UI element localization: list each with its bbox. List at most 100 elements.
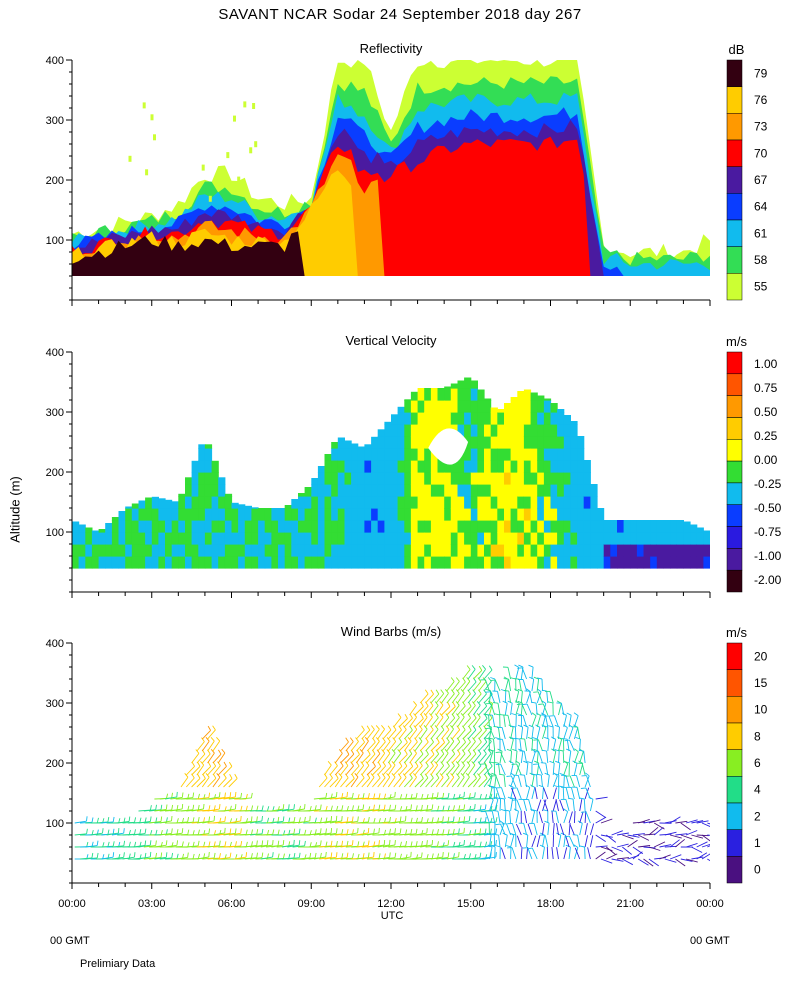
wind-barb (186, 845, 199, 848)
velocity-cell (357, 446, 365, 449)
y-tick-label: 300 (46, 115, 64, 127)
wind-barb-flag (562, 738, 568, 740)
velocity-cell (523, 436, 532, 449)
wind-barb-flag (320, 852, 322, 858)
velocity-cell (145, 544, 153, 557)
velocity-cell (410, 508, 419, 521)
wind-barb (111, 856, 124, 860)
wind-barb (521, 667, 528, 680)
y-tick-label: 100 (46, 235, 64, 247)
velocity-cell (244, 544, 252, 557)
wind-barb-flag (346, 840, 349, 846)
wind-barb-flag (487, 749, 492, 754)
wind-barb-flag (197, 840, 200, 846)
wind-barb-flag (452, 816, 455, 822)
wind-barb (565, 787, 570, 800)
wind-barb-flag (532, 737, 538, 740)
wind-barb-flag (123, 840, 126, 846)
velocity-cell (111, 517, 120, 521)
wind-barb-flag (373, 817, 376, 824)
wind-barb (377, 844, 390, 848)
wind-barb (510, 739, 514, 752)
velocity-cell (690, 556, 698, 569)
wind-barb-flag (330, 805, 333, 811)
wind-barb (212, 765, 221, 776)
velocity-cell (85, 556, 93, 569)
wind-barb (201, 730, 211, 740)
velocity-cell (317, 556, 326, 569)
wind-barb-flag (531, 712, 537, 717)
y-tick-label: 100 (46, 527, 64, 539)
velocity-cell (517, 472, 525, 485)
wind-barb (287, 844, 300, 848)
wind-barb (491, 811, 496, 824)
wind-barb-flag (86, 841, 89, 847)
wind-barb (638, 845, 651, 848)
velocity-cell (171, 520, 179, 533)
wind-barb (462, 844, 475, 848)
velocity-cell (304, 496, 312, 509)
wind-barb (164, 796, 177, 800)
wind-barb (545, 763, 549, 776)
velocity-cell (563, 508, 571, 521)
wind-barb (441, 765, 450, 776)
wind-barb-flag (250, 853, 253, 859)
wind-barb (506, 823, 512, 836)
wind-barb (552, 787, 557, 800)
velocity-cell (404, 532, 412, 545)
velocity-cell (364, 472, 372, 485)
velocity-cell (171, 508, 179, 521)
velocity-cell (424, 544, 432, 557)
velocity-cell (484, 398, 492, 401)
velocity-cell (464, 508, 472, 521)
wind-barb (441, 692, 449, 704)
wind-barb (611, 858, 624, 862)
wind-barb (522, 715, 528, 728)
wind-barb (523, 799, 528, 812)
velocity-cell (377, 496, 385, 509)
wind-barb-flag (366, 725, 371, 731)
wind-barb (435, 716, 444, 728)
velocity-cell (324, 544, 332, 557)
wind-barb (538, 751, 543, 764)
wind-barb (467, 717, 477, 728)
wind-barb-flag (202, 773, 206, 779)
velocity-cell (185, 556, 193, 569)
reflectivity-speckle (145, 169, 149, 176)
velocity-cell (490, 484, 498, 497)
wind-barb (441, 821, 454, 824)
velocity-cell (417, 496, 425, 509)
wind-barb (345, 753, 355, 764)
wind-barb (473, 821, 486, 824)
velocity-cell (537, 544, 545, 557)
wind-barb (441, 752, 449, 764)
velocity-cell (218, 508, 226, 521)
wind-barb-flag (277, 840, 280, 846)
wind-barb (196, 778, 206, 788)
velocity-cell (131, 520, 139, 533)
wind-barb-flag (221, 748, 226, 754)
wind-barb-flag (426, 853, 429, 860)
velocity-cell (444, 520, 452, 533)
wind-barb (473, 777, 481, 788)
wind-barb-flag (357, 853, 360, 859)
wind-barb (196, 833, 209, 836)
wind-barb (414, 729, 423, 740)
velocity-cell (410, 544, 419, 557)
wind-barb-flag (527, 847, 533, 850)
wind-barb (451, 693, 460, 704)
wind-barb-flag (421, 804, 423, 810)
velocity-cell (424, 448, 432, 461)
velocity-cell (224, 556, 233, 569)
wind-barb-flag (456, 773, 460, 778)
wind-barb-flag (529, 676, 534, 680)
wind-barb (546, 691, 549, 704)
wind-barb (675, 858, 686, 867)
wind-barb-flag (351, 773, 355, 779)
wind-barb (345, 820, 358, 824)
wind-barb-flag (210, 749, 215, 754)
wind-barb (260, 844, 273, 848)
wind-barb-flag (354, 773, 359, 778)
velocity-cell (304, 520, 312, 533)
